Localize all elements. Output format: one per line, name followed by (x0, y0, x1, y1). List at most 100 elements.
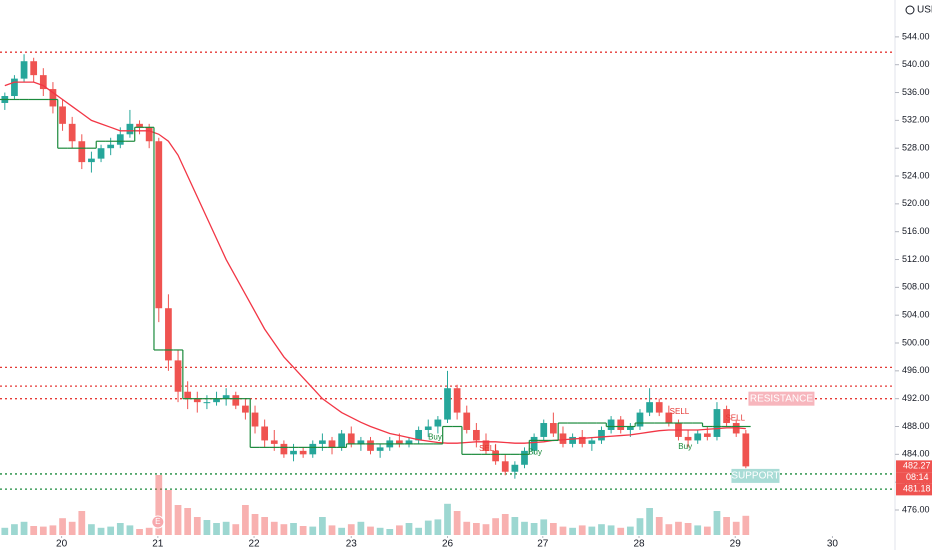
candle-body (530, 436, 538, 451)
volume-bar (453, 511, 461, 535)
volume-bar (39, 526, 47, 535)
countdown-box (896, 472, 932, 484)
volume-bar (203, 520, 211, 535)
candle-body (280, 443, 288, 455)
volume-bar (11, 524, 18, 535)
volume-bar (107, 526, 115, 535)
candle-body (521, 450, 528, 465)
y-tick-label: 520.00 (902, 198, 930, 208)
volume-bar (578, 525, 586, 535)
candle-body (347, 433, 355, 444)
volume-bar (626, 526, 634, 535)
volume-bar (655, 517, 663, 535)
x-tick-label: 27 (537, 539, 549, 550)
volume-bar (357, 521, 365, 535)
candle-body (116, 134, 124, 145)
candle-body (549, 423, 557, 434)
volume-bar (174, 505, 182, 535)
candle-body (97, 148, 105, 159)
candle-body (376, 447, 384, 451)
candle-body (578, 436, 586, 444)
y-tick-label: 524.00 (902, 170, 930, 180)
volume-bar (68, 521, 76, 535)
candle-body (20, 61, 28, 79)
candle-body (39, 75, 47, 90)
volume-bar (319, 517, 326, 535)
candle-body (299, 450, 307, 455)
volume-bar (617, 527, 625, 535)
volume-bar (588, 526, 596, 535)
candle-body (59, 106, 66, 124)
volume-bar (636, 518, 644, 535)
y-tick-label: 496.00 (902, 365, 930, 375)
volume-bar (97, 527, 105, 535)
candle-body (626, 426, 634, 430)
volume-bar (78, 511, 86, 535)
countdown: 08:14 (906, 472, 929, 482)
signal-label: SELL (479, 444, 499, 453)
candle-body (396, 440, 403, 444)
volume-bar (444, 503, 451, 535)
volume-bar (665, 524, 673, 535)
volume-bar (646, 508, 653, 535)
candle-body (309, 443, 317, 455)
candle-body (232, 395, 240, 406)
plot-area: E Buy SELL Buy SELL Buy SELL RESISTANCE SUPPORT (0, 51, 895, 535)
volume-bar (742, 515, 750, 535)
zone-box (731, 468, 780, 483)
candle-body (588, 440, 596, 444)
volume-bar (540, 519, 548, 535)
candle-body (261, 426, 269, 441)
volume-bar (1, 527, 9, 535)
axes: 544.00 540.00 536.00 532.00 528.00 524.00 520.… (56, 20, 932, 550)
candle-body (694, 433, 702, 441)
volume-bar (732, 521, 740, 535)
candle-body (222, 395, 230, 399)
candle-body (126, 123, 134, 135)
volume-bar (309, 526, 317, 535)
candle-body (703, 433, 711, 437)
candle-body (78, 141, 86, 163)
volume-bar (299, 526, 307, 535)
candle-body (415, 429, 422, 441)
volume-bar (463, 521, 471, 535)
signal-label: Buy (528, 447, 542, 456)
volume-bar (126, 525, 134, 535)
volume-bar (424, 520, 432, 535)
x-tick-label: 30 (827, 539, 839, 550)
volume-bar (88, 524, 95, 535)
candle-body (463, 412, 471, 430)
candle-body (424, 426, 432, 430)
candle-body (453, 388, 461, 413)
candle-body (511, 464, 519, 472)
volume-bar (723, 517, 730, 535)
candle-body (473, 429, 480, 441)
candle-body (203, 402, 211, 404)
signal-label: Buy (428, 433, 442, 442)
x-tick-label: 26 (442, 539, 454, 550)
volume-bar (242, 505, 249, 535)
volume-bar (213, 523, 220, 535)
volume-bar (347, 524, 355, 535)
candle-body (357, 440, 365, 444)
volume-bar (232, 524, 240, 535)
currency: USD (917, 5, 932, 16)
candle-body (607, 419, 615, 430)
volume-bar (270, 521, 278, 535)
candle-body (646, 402, 653, 413)
candle-body (742, 433, 750, 467)
volume-bar (193, 517, 201, 535)
candle-body (319, 440, 326, 444)
volume-bar (338, 527, 346, 535)
candle-body (655, 402, 663, 413)
y-tick-label: 536.00 (902, 87, 930, 97)
volume-bar (511, 517, 519, 535)
volume-bar (184, 508, 192, 535)
x-tick-label: 20 (56, 539, 68, 550)
candle-body (492, 450, 499, 462)
last-price-box (896, 460, 932, 473)
candle-body (684, 436, 692, 441)
volume-bar (165, 490, 172, 535)
y-tick-label: 476.00 (902, 504, 930, 514)
